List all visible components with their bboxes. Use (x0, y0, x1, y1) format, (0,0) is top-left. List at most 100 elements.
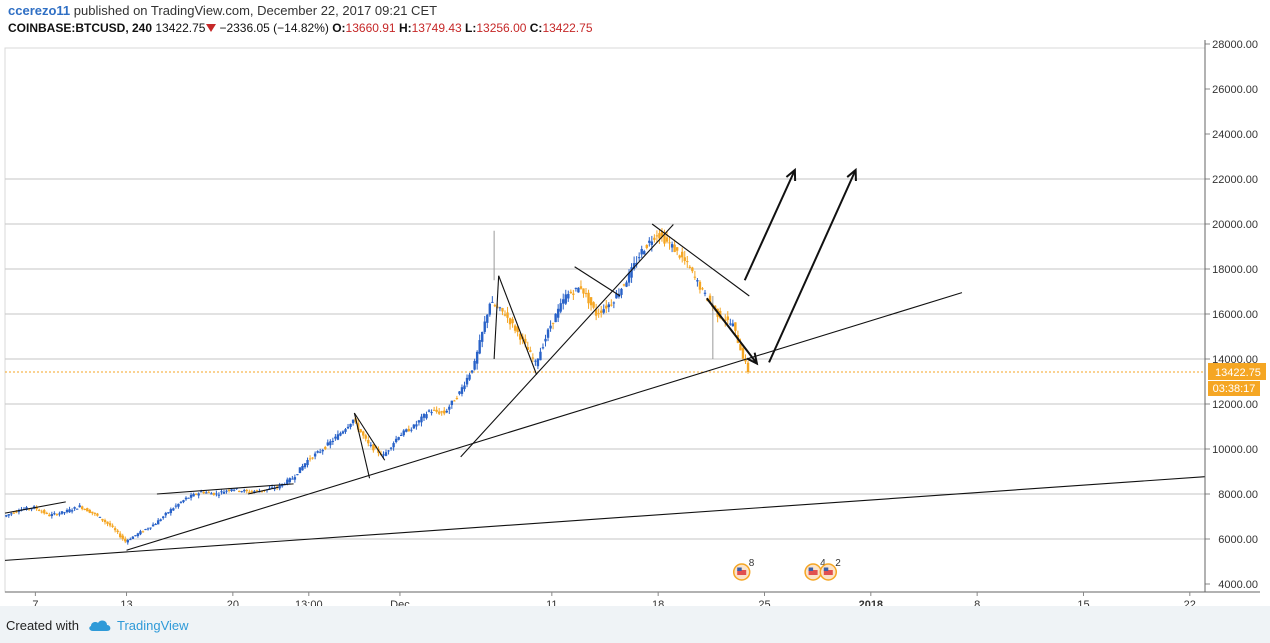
candle-body (422, 413, 426, 418)
candle-body (660, 231, 664, 237)
x-tick-label: 8 (974, 599, 980, 606)
y-tick-label: 20000.00 (1212, 219, 1258, 231)
candle-body (113, 528, 117, 531)
candle-body (93, 513, 97, 515)
candle-body (134, 535, 137, 537)
candle-body (708, 295, 712, 303)
candle-body (602, 309, 605, 313)
y-tick-label: 10000.00 (1212, 444, 1258, 456)
candle-body (111, 525, 114, 527)
arrow-shaft (705, 297, 758, 365)
candle-body (506, 312, 509, 318)
candle-body (516, 326, 519, 333)
candle-body (101, 518, 104, 521)
candle-body (156, 520, 160, 525)
high-value: 13749.43 (411, 21, 462, 35)
candle-body (177, 503, 180, 507)
candle-body (587, 292, 590, 304)
trendline (651, 223, 750, 297)
x-tick-label: Dec (390, 599, 410, 606)
candle-body (273, 488, 276, 490)
candle-body (184, 497, 188, 500)
low-value: 13256.00 (476, 21, 527, 35)
candle-body (637, 257, 641, 259)
candle-body (531, 357, 535, 359)
candle-body (296, 474, 299, 476)
candle-body (210, 493, 213, 495)
candle-body (397, 437, 400, 440)
trendline (574, 266, 621, 297)
footer: Created with TradingView (0, 606, 1270, 643)
candle-body (159, 519, 162, 521)
candle-body (311, 457, 314, 459)
trendlines[interactable] (4, 223, 1206, 561)
event-count: 8 (749, 558, 755, 569)
y-tick-label: 6000.00 (1218, 534, 1258, 546)
candle-body (491, 301, 494, 303)
candle-body (81, 506, 84, 510)
candle-body (465, 377, 469, 385)
candle-body (650, 241, 654, 245)
arrow-shaft (743, 169, 796, 281)
candle-body (589, 297, 593, 306)
candle-body (331, 440, 335, 442)
arrow-head (785, 167, 797, 182)
candle-body (713, 305, 717, 310)
candle-body (336, 434, 340, 440)
candle-body (470, 370, 474, 373)
candle-body (121, 535, 124, 539)
candle-body (724, 319, 727, 322)
candle-body (339, 433, 342, 436)
candle-body (670, 244, 674, 248)
candle-body (526, 347, 529, 350)
x-tick-label: 13 (120, 599, 132, 606)
candle-body (372, 444, 375, 451)
candle-body (574, 287, 578, 289)
candle-body (86, 508, 89, 512)
candle-body (35, 507, 38, 510)
candle-body (473, 360, 476, 370)
price-tag-label: 13422.75 (1215, 367, 1261, 379)
candle-body (648, 240, 651, 243)
candle-body (481, 331, 484, 342)
candle-body (250, 491, 254, 493)
candle-body (701, 288, 704, 290)
candle-body (437, 411, 441, 414)
tradingview-link[interactable]: TradingView (117, 618, 189, 633)
candle-body (410, 429, 413, 431)
candle-body (293, 477, 297, 480)
candle-body (192, 493, 195, 497)
candle-body (303, 463, 307, 468)
publish-line: ccerezo11 published on TradingView.com, … (8, 3, 437, 18)
candle-body (483, 321, 486, 332)
candle-body (316, 451, 319, 453)
trendline (247, 486, 279, 495)
high-label: H: (398, 21, 412, 35)
candle-body (508, 318, 512, 325)
candle-body (559, 303, 562, 312)
candle-body (136, 533, 140, 537)
candle-body (405, 429, 408, 432)
candle-body (151, 524, 155, 527)
candle-body (60, 511, 64, 514)
candle-body (118, 533, 122, 538)
candle-body (594, 309, 598, 316)
trendline (493, 275, 500, 360)
change-value: −2336.05 (−14.82%) (219, 21, 329, 35)
author-link[interactable]: ccerezo11 (8, 3, 71, 18)
candle-body (243, 490, 246, 492)
candle-body (326, 442, 329, 446)
candle-body (663, 235, 666, 244)
flag-stripes (737, 570, 747, 575)
candle-body (17, 511, 21, 513)
arrows[interactable] (705, 167, 857, 366)
candle-body (45, 512, 48, 514)
candle-body (194, 493, 198, 495)
flag-canton (823, 567, 829, 571)
candle-body (48, 514, 51, 517)
candle-body (329, 441, 332, 446)
candle-body (407, 428, 410, 432)
